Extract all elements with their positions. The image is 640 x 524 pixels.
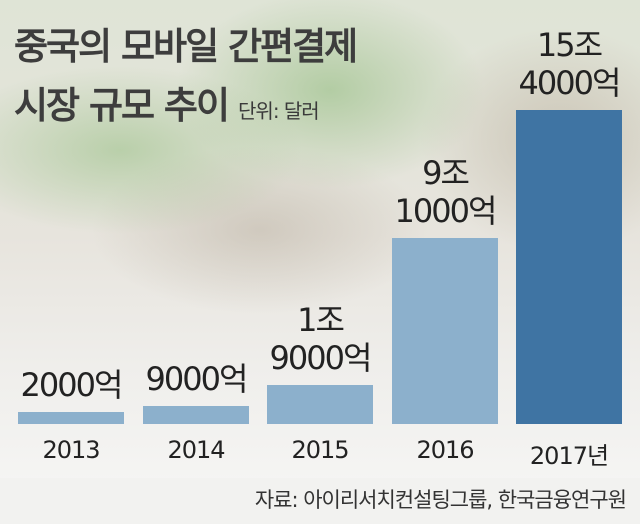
value-label-line: 15조 xyxy=(536,26,603,64)
bar-2016 xyxy=(392,238,498,424)
source-note: 자료: 아이리서치컨설팅그룹, 한국금융연구원 xyxy=(254,488,627,512)
category-label-2015: 2015 xyxy=(291,436,349,464)
category-label-2016: 2016 xyxy=(416,436,474,464)
unit-label: 단위: 달러 xyxy=(238,99,320,123)
value-label-2014: 9000억 xyxy=(121,360,271,398)
chart-title-line2: 시장 규모 추이 단위: 달러 xyxy=(14,75,320,129)
bar-2013 xyxy=(18,412,124,424)
value-label-line: 2000억 xyxy=(20,366,124,404)
category-label-2017년: 2017년 xyxy=(529,442,609,470)
value-label-line: 1조 xyxy=(297,301,345,339)
value-label-line: 9000억 xyxy=(269,339,373,377)
chart-title-line2-text: 시장 규모 추이 xyxy=(14,84,230,127)
bar-2015 xyxy=(267,385,373,424)
value-label-2013: 2000억 xyxy=(0,366,146,404)
category-label-2013: 2013 xyxy=(42,436,100,464)
value-label-2016: 9조 1000억 xyxy=(370,154,520,230)
chart-title-line1: 중국의 모바일 간편결제 xyxy=(14,25,358,68)
value-label-2017년: 15조 4000억 xyxy=(494,26,640,102)
bar-2017년 xyxy=(516,110,622,424)
source-band xyxy=(0,478,640,524)
category-label-2014: 2014 xyxy=(167,436,225,464)
value-label-line: 9조 xyxy=(422,154,470,192)
value-label-line: 1000억 xyxy=(394,192,498,230)
bar-2014 xyxy=(143,406,249,424)
value-label-line: 9000억 xyxy=(145,360,249,398)
value-label-2015: 1조 9000억 xyxy=(245,301,395,377)
value-label-line: 4000억 xyxy=(518,64,622,102)
